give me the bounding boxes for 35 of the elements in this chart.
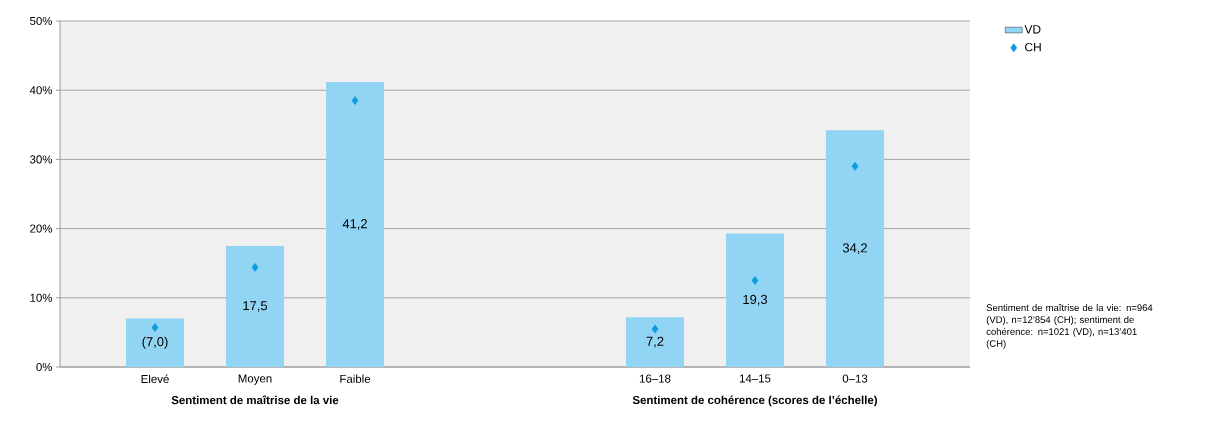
bar — [326, 81, 384, 367]
y-tick-label: 20% — [30, 224, 53, 233]
text: Sentiment de cohérence (scores de l’échelle) — [632, 395, 877, 407]
bar — [226, 245, 284, 367]
point — [151, 323, 159, 332]
y-tick-label: 10% — [30, 293, 53, 302]
text: Sentiment de maîtrise de la vie — [171, 395, 339, 405]
data-label: 17,5 — [243, 301, 268, 312]
data-label: (7,0) — [142, 336, 168, 349]
point — [251, 262, 259, 272]
point — [651, 324, 659, 334]
legend-label: CH — [1025, 42, 1041, 52]
point — [851, 161, 859, 171]
data-label: 41,2 — [342, 219, 367, 230]
bar — [726, 233, 784, 367]
data-label: 19,3 — [743, 294, 768, 306]
y-tick-label: 0% — [36, 362, 53, 372]
x-tick-label: 0–13 — [842, 374, 868, 383]
point — [351, 96, 359, 105]
x-tick-label: 14–15 — [739, 374, 771, 383]
x-tick-label: Elevé — [141, 374, 169, 384]
x-tick-label: Faible — [340, 374, 371, 383]
bar — [826, 130, 884, 367]
y-tick-label: 40% — [29, 86, 53, 95]
data-label: 7,2 — [646, 336, 664, 348]
bar — [126, 318, 184, 367]
y-tick-label: 30% — [29, 155, 53, 164]
x-tick-label: 16–18 — [639, 374, 671, 383]
bar — [626, 317, 684, 367]
x-tick-label: Moyen — [238, 374, 272, 385]
point — [751, 276, 759, 285]
legend-label: VD — [1024, 25, 1041, 34]
text: Sentiment de maîtrise de la vie: n=964 (VD), n=12’854 (CH); sentiment de cohérence: n=1021 (VD), n=13’401 (CH) — [986, 304, 1153, 349]
y-tick-label: 50% — [30, 16, 53, 26]
data-label: 34,2 — [842, 243, 867, 255]
